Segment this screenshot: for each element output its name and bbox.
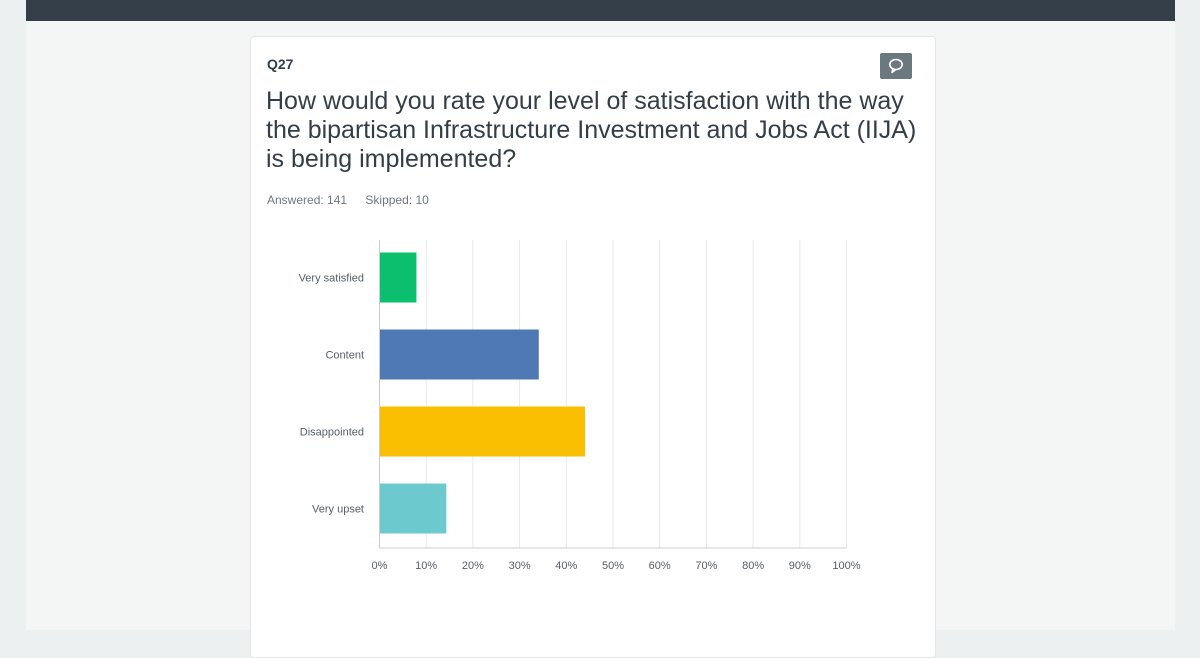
x-tick-label: 90%	[789, 560, 811, 572]
response-stats: Answered: 141 Skipped: 10	[267, 193, 444, 207]
bar	[380, 406, 586, 457]
bar	[380, 252, 417, 303]
x-tick-label: 50%	[602, 560, 624, 572]
question-card: Q27 How would you rate your level of sat…	[250, 36, 936, 658]
question-number: Q27	[267, 56, 294, 72]
x-tick-label: 20%	[462, 560, 484, 572]
category-label: Disappointed	[300, 427, 364, 439]
x-tick-label: 0%	[372, 560, 388, 572]
bar-chart: 0% 10% 20% 30% 40% 50% 60% 70% 80% 90% 100% Very sa…	[299, 240, 861, 572]
x-tick-label: 80%	[742, 560, 764, 572]
x-tick-label: 100%	[832, 560, 860, 572]
speech-bubble-icon	[889, 58, 903, 74]
x-tick-label: 40%	[555, 560, 577, 572]
skipped-count: Skipped: 10	[365, 193, 429, 207]
category-label: Very satisfied	[299, 273, 364, 285]
x-tick-label: 10%	[415, 560, 437, 572]
x-tick-label: 60%	[649, 560, 671, 572]
answered-count: Answered: 141	[267, 193, 348, 207]
x-tick-label: 70%	[695, 560, 717, 572]
comment-button[interactable]	[880, 53, 912, 79]
category-label: Very upset	[312, 504, 364, 516]
bar	[380, 329, 539, 380]
bar	[380, 483, 447, 534]
x-tick-label: 30%	[509, 560, 531, 572]
question-title: How would you rate your level of satisfa…	[266, 87, 917, 173]
category-label: Content	[325, 350, 364, 362]
top-bar	[26, 0, 1175, 21]
